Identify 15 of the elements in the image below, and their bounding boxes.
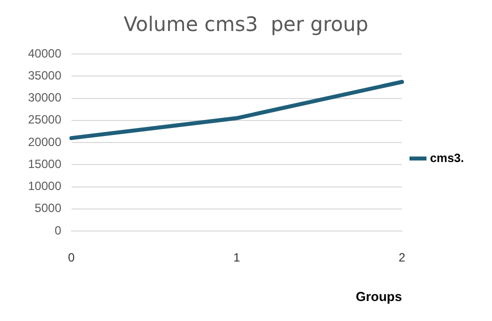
chart-title: Volume cms3 per group bbox=[124, 12, 368, 36]
y-tick-label: 40000 bbox=[28, 46, 62, 60]
y-tick-label: 35000 bbox=[28, 68, 62, 82]
x-tick-label: 0 bbox=[68, 250, 76, 265]
y-tick-label: 10000 bbox=[28, 179, 62, 194]
y-tick-label: 5000 bbox=[34, 201, 62, 216]
x-tick-label: 2 bbox=[398, 250, 406, 265]
y-tick-label: 0 bbox=[54, 223, 62, 238]
y-tick-label: 15000 bbox=[28, 156, 62, 171]
y-tick-label: 20000 bbox=[28, 134, 62, 149]
x-axis-title: Groups bbox=[356, 288, 402, 304]
y-tick-label: 25000 bbox=[28, 112, 62, 127]
y-tick-label: 30000 bbox=[28, 90, 62, 105]
x-tick-label: 1 bbox=[233, 250, 240, 265]
legend-label: cms3. bbox=[430, 150, 464, 165]
